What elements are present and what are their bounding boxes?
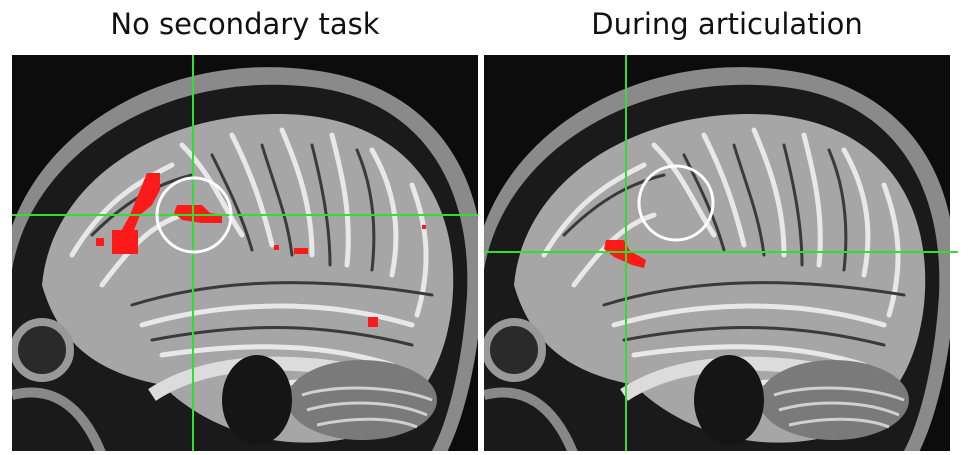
panel-title: During articulation <box>591 7 863 41</box>
figure: No secondary task During articulation <box>0 0 968 451</box>
panel-image <box>2 55 483 451</box>
panel-image <box>474 55 958 451</box>
panel-title: No secondary task <box>110 7 379 41</box>
page: {"panels": [{"title": "No secondary task… <box>0 0 968 451</box>
